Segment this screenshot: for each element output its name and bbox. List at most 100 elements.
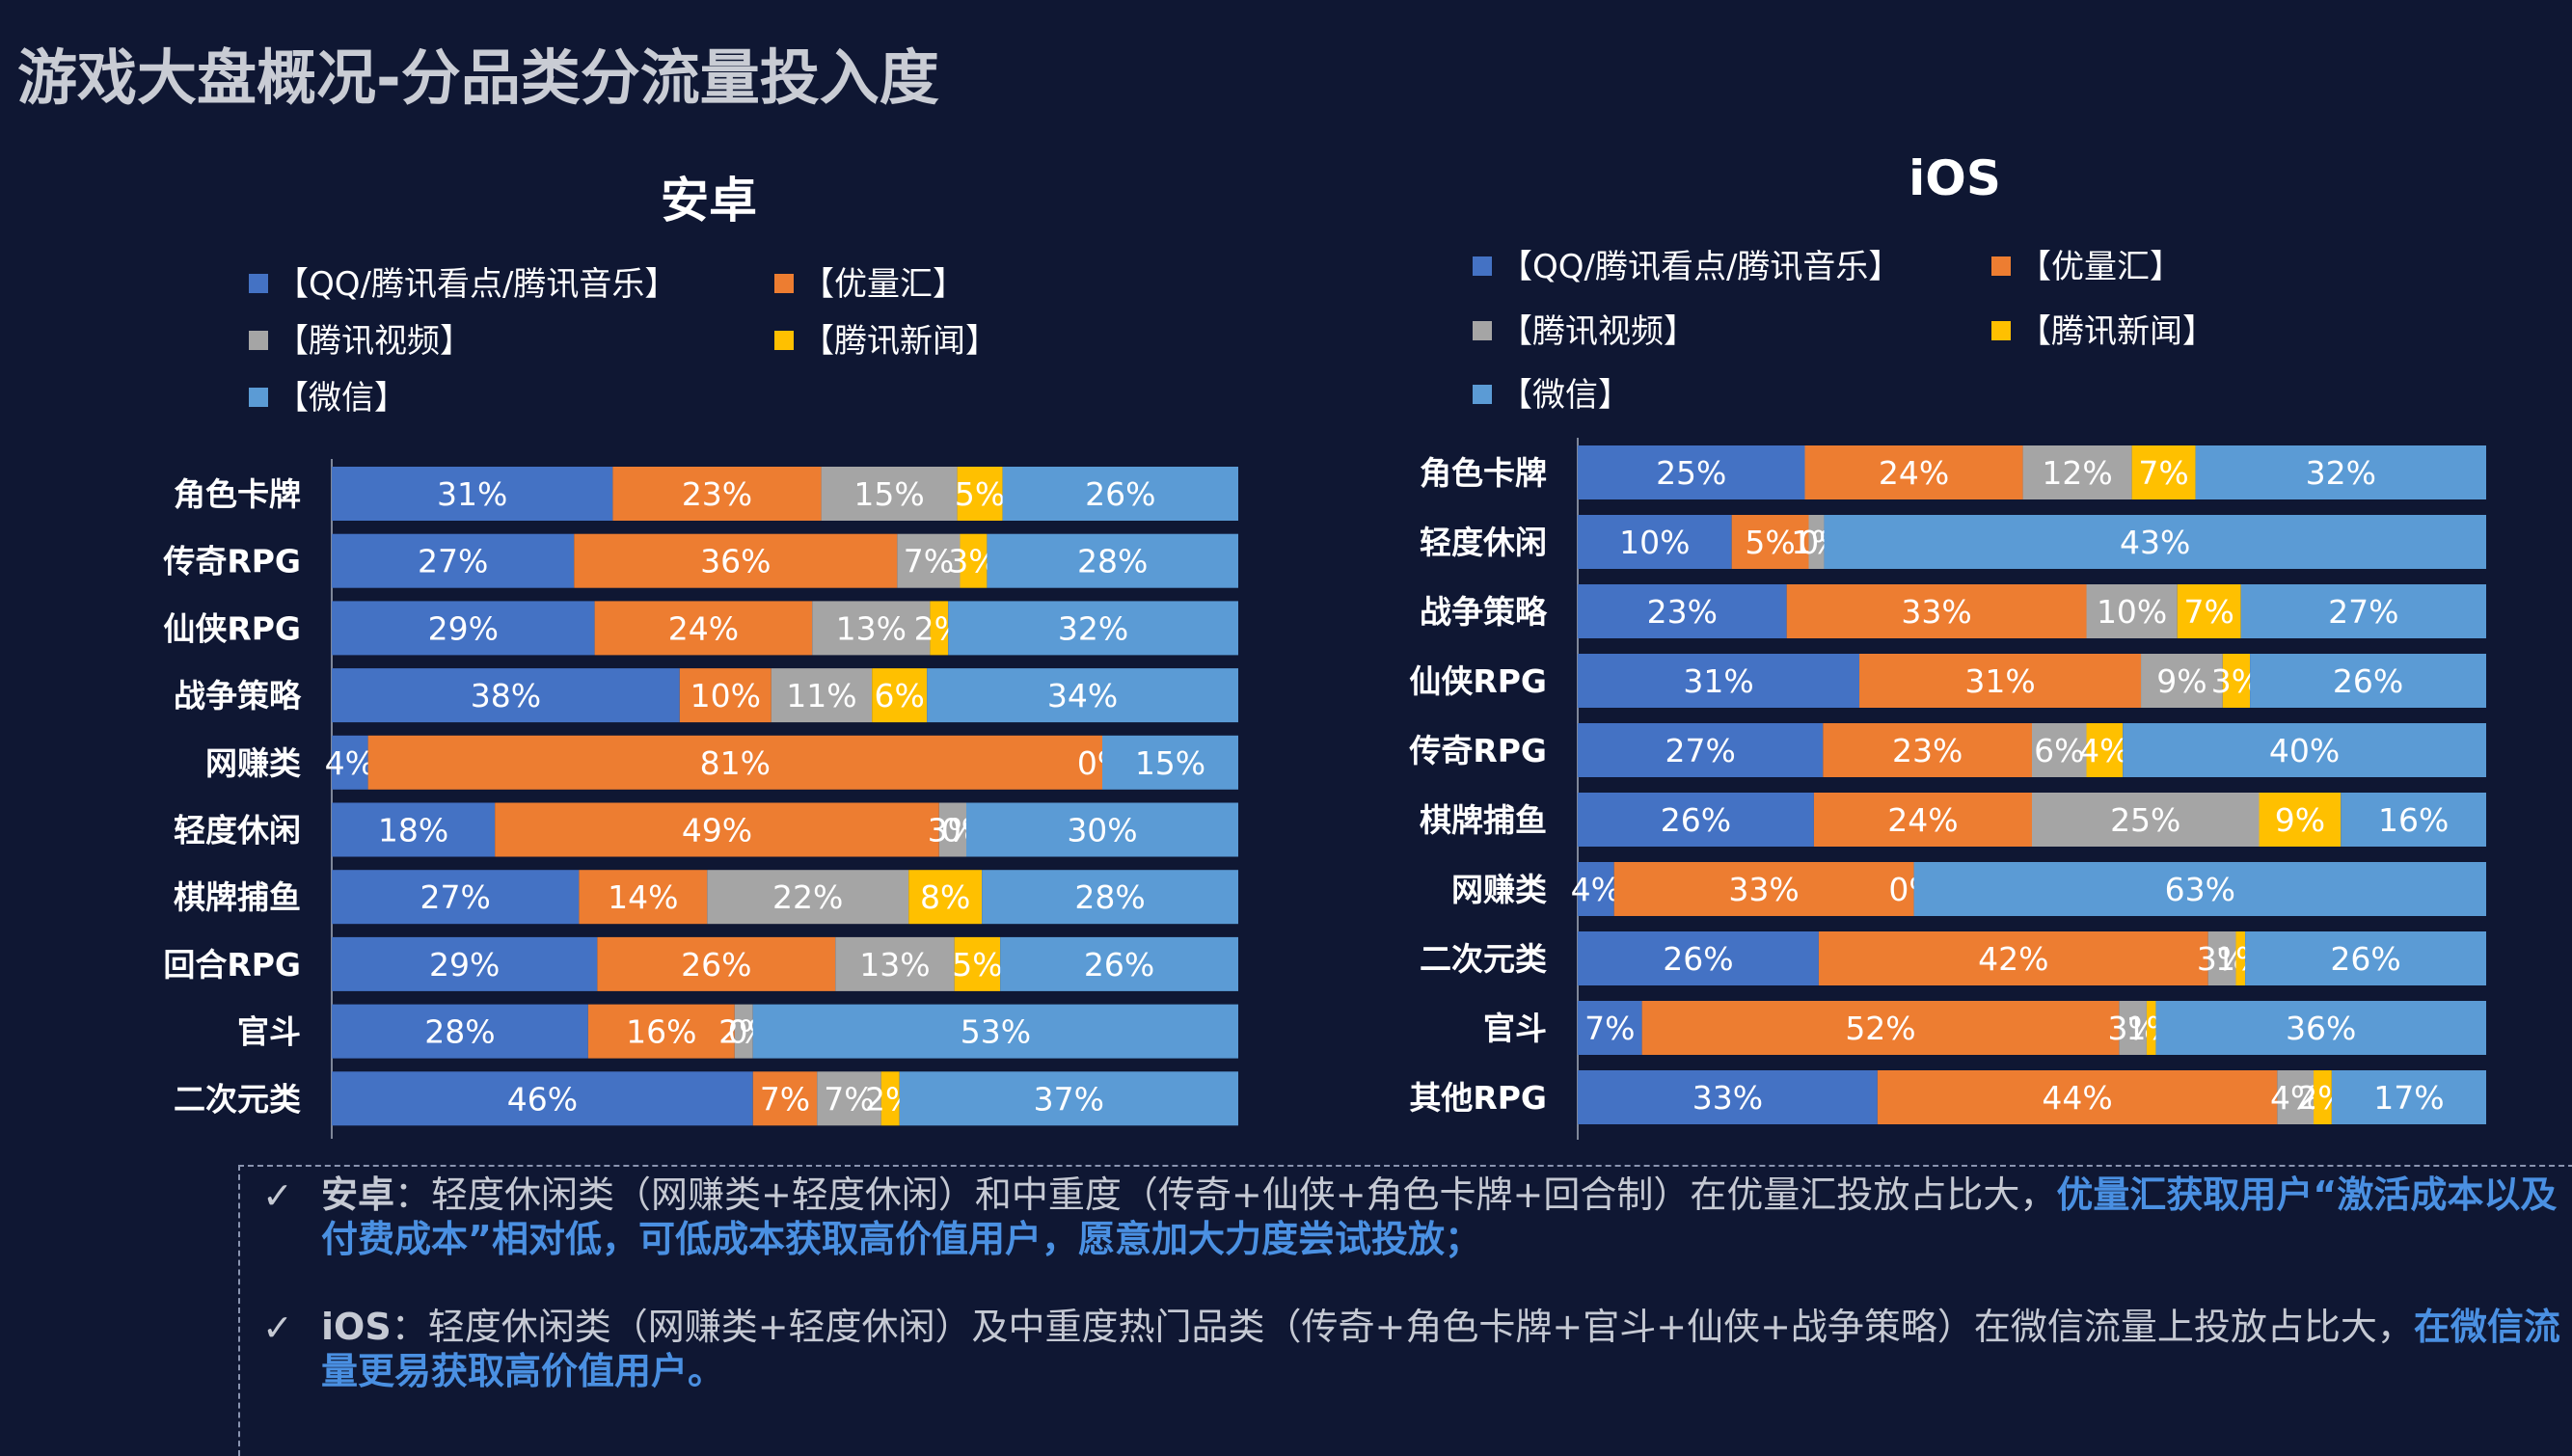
data-label: 27% (2328, 593, 2398, 631)
bar-segment (1578, 1070, 1878, 1124)
category-label: 传奇RPG (1408, 732, 1547, 769)
data-label: 28% (1077, 543, 1148, 580)
bar-segment (948, 601, 1238, 656)
data-label: 12% (2042, 454, 2112, 492)
data-label: 10% (1619, 524, 1690, 561)
bar-segment (1578, 723, 1824, 777)
category-label: 轻度休闲 (174, 812, 301, 849)
bar-segment (2155, 1001, 2486, 1055)
bar-segment (2235, 931, 2246, 985)
bar-segment (1000, 936, 1238, 991)
chart-title: 安卓 (661, 173, 757, 229)
data-label: 31% (1683, 662, 1753, 700)
data-label: 0% (1888, 871, 1938, 908)
bar-segment (597, 936, 836, 991)
data-label: 10% (690, 677, 761, 715)
data-label: 34% (1047, 677, 1118, 715)
data-label: 26% (1084, 946, 1154, 984)
data-label: 26% (2330, 940, 2400, 978)
category-label: 仙侠RPG (163, 609, 301, 647)
data-label: 81% (700, 744, 771, 782)
data-label: 63% (2165, 871, 2235, 908)
category-label: 二次元类 (174, 1080, 301, 1118)
data-label: 7% (904, 543, 954, 580)
data-label: 9% (2275, 801, 2325, 839)
legend-label: 【优量汇】 (2018, 248, 2182, 286)
data-label: 31% (437, 475, 507, 513)
legend-label: 【腾讯视频】 (1500, 312, 1696, 351)
bar-segment (880, 1071, 900, 1126)
bar-segment (1578, 654, 1860, 708)
data-label: 38% (471, 677, 541, 715)
category-label: 网赚类 (205, 744, 301, 782)
data-label: 27% (1665, 732, 1735, 769)
data-label: 3% (2107, 1010, 2157, 1047)
bar-segment (2314, 1070, 2332, 1124)
bar-segment (1877, 1070, 2278, 1124)
chart-title: iOS (1909, 150, 2001, 206)
check-icon: ✓ (262, 1174, 293, 1217)
bar-segment (2131, 445, 2196, 499)
android-chart: 安卓【QQ/腾讯看点/腾讯音乐】 【优量汇】【腾讯视频】 【腾讯新闻】【微信】角色卡… (162, 173, 1238, 1139)
bar-segment (332, 1004, 588, 1059)
data-label: 40% (2269, 732, 2340, 769)
bar-segment (752, 1004, 1238, 1059)
legend-swatch (1473, 385, 1492, 404)
bar-segment (1578, 445, 1805, 499)
data-label: 8% (920, 878, 970, 916)
bar-segment (1641, 1001, 2120, 1055)
bar-segment (2146, 1001, 2156, 1055)
bar-segment (752, 1071, 818, 1126)
check-icon: ✓ (262, 1307, 293, 1349)
data-label: 5% (955, 475, 1005, 513)
bar-segment (2240, 584, 2486, 638)
bar-segment (966, 802, 1238, 857)
bar-segment (2245, 931, 2486, 985)
legend-swatch (1473, 256, 1492, 276)
data-label: 2% (2297, 1079, 2347, 1117)
bar-segment (2195, 445, 2486, 499)
data-label: 23% (1647, 593, 1718, 631)
data-label: 16% (2378, 801, 2449, 839)
data-label: 27% (420, 878, 491, 916)
legend-label: 【QQ/腾讯看点/腾讯音乐】 (276, 265, 677, 304)
bar-segment (987, 533, 1238, 588)
bar-segment (332, 601, 595, 656)
bar-segment (1578, 515, 1732, 569)
data-label: 1% (2215, 940, 2265, 978)
bar-segment (1823, 723, 2032, 777)
bar-segment (367, 735, 1103, 790)
bar-segment (899, 1071, 1238, 1126)
bar-segment (817, 1071, 881, 1126)
data-label: 52% (1845, 1010, 1915, 1047)
data-label: 25% (2110, 801, 2180, 839)
category-label: 棋牌捕鱼 (174, 878, 301, 916)
data-label: 26% (1661, 801, 1731, 839)
bar-segment (1808, 515, 1825, 569)
legend-label: 【微信】 (276, 379, 407, 418)
data-label: 24% (1879, 454, 1949, 492)
bar-segment (2341, 793, 2486, 847)
bar-segment (908, 870, 983, 925)
data-label: 17% (2373, 1079, 2444, 1117)
note-key: iOS (321, 1306, 392, 1348)
bar-segment (332, 936, 598, 991)
data-label: 49% (682, 812, 752, 849)
data-label: 28% (1074, 878, 1145, 916)
data-label: 26% (681, 946, 751, 984)
bar-segment (1578, 1001, 1642, 1055)
data-label: 6% (875, 677, 925, 715)
data-label: 32% (1058, 609, 1128, 647)
note-highlight: 优量汇获取用户“激活成本以及付费成本”相对低，可低成本获取高价值用户，愿意加大力… (321, 1173, 2558, 1260)
bar-segment (332, 668, 680, 723)
data-label: 7% (824, 1080, 874, 1118)
bar-segment (1613, 862, 1914, 916)
bar-segment (1578, 584, 1787, 638)
note-text: ：轻度休闲类（网赚类+轻度休闲）及中重度热门品类（传奇+角色卡牌+官斗+仙侠+战… (391, 1306, 2414, 1348)
category-label: 仙侠RPG (1409, 662, 1547, 700)
bar-segment (2086, 584, 2178, 638)
note-key: 安卓 (321, 1173, 395, 1216)
legend-swatch (249, 388, 268, 407)
category-label: 官斗 (1483, 1010, 1547, 1047)
data-label: 14% (608, 878, 678, 916)
